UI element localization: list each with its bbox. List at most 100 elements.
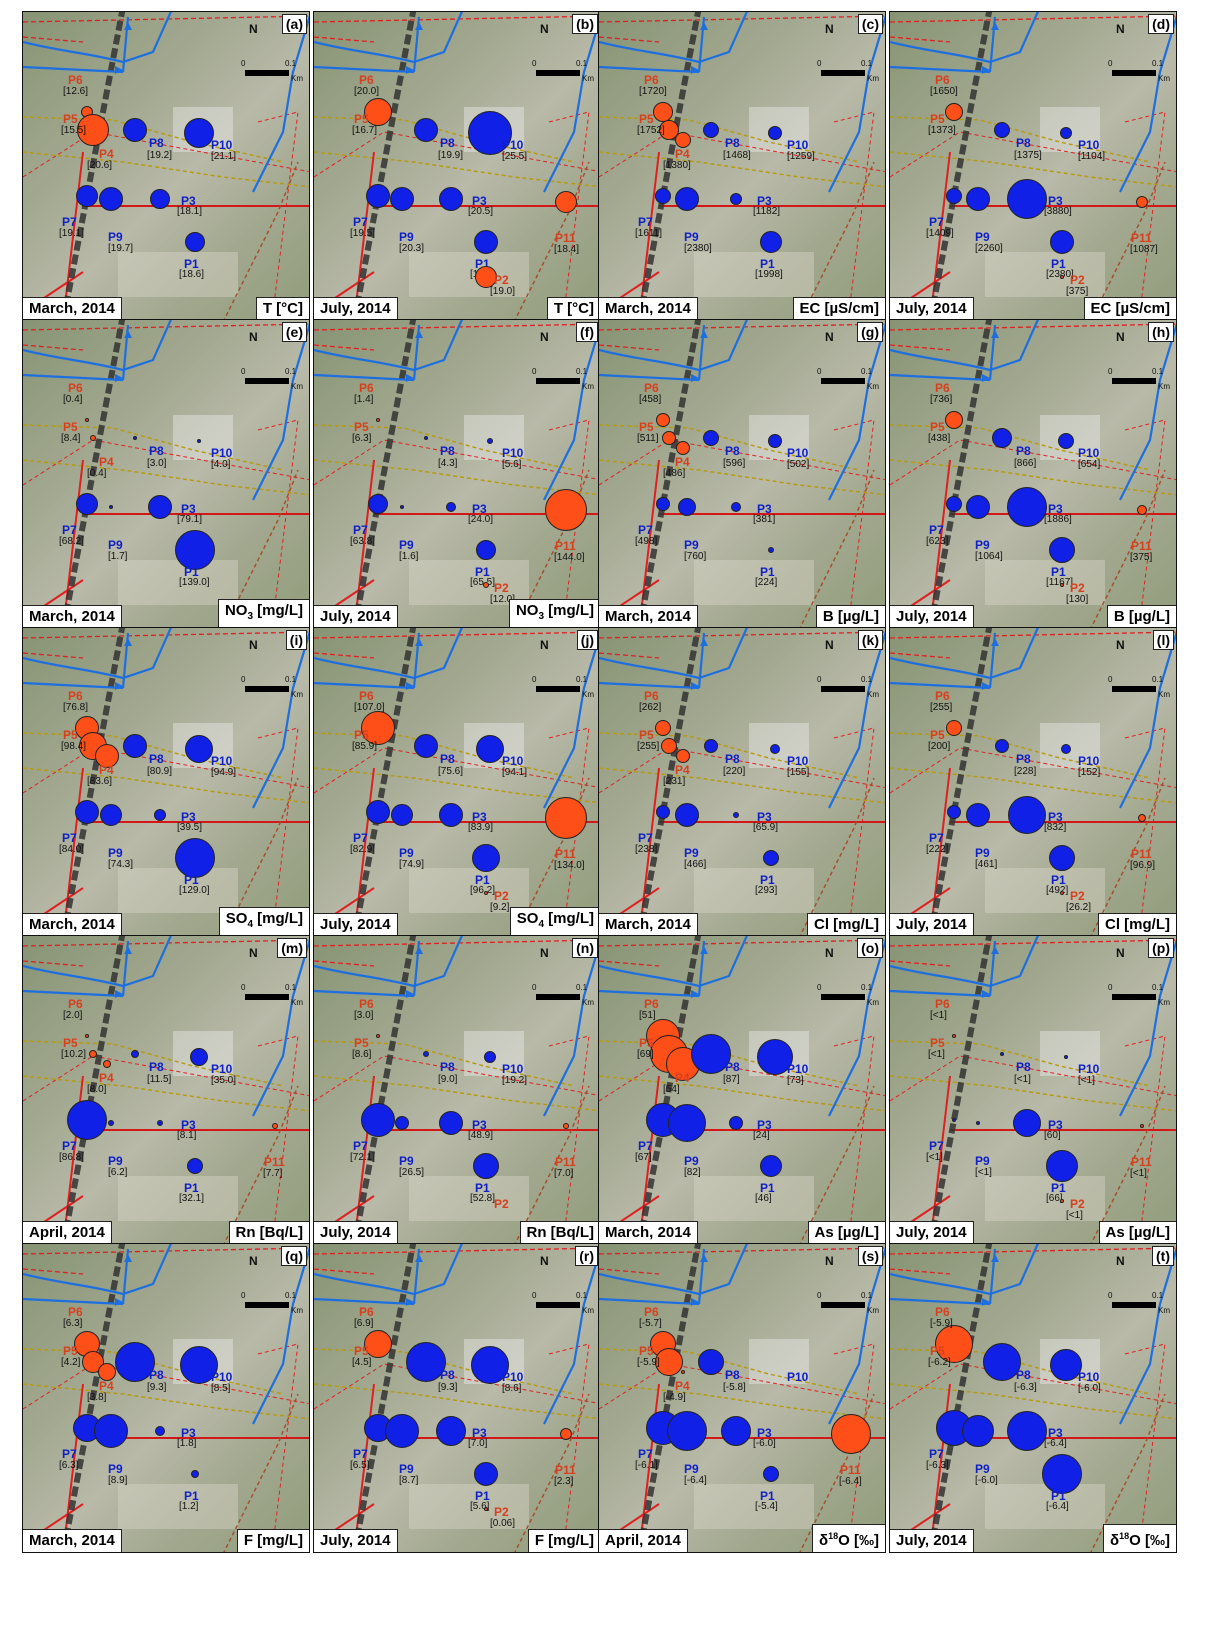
well-label: P1 — [184, 873, 199, 887]
well-label: P1 — [760, 1489, 775, 1503]
well-label: P5 — [930, 728, 945, 742]
well-value: [-6.0] — [975, 1475, 998, 1486]
well-label: P8 — [725, 444, 740, 458]
well-label: P11 — [1131, 847, 1152, 861]
well-value: [596] — [723, 458, 746, 469]
well-label: P8 — [440, 752, 455, 766]
well-marker — [391, 804, 413, 826]
well-label: P2 — [494, 1197, 509, 1211]
well-marker — [123, 734, 147, 758]
well-value: [375] — [1130, 552, 1153, 563]
well-marker — [768, 126, 782, 140]
panel-date: July, 2014 — [314, 605, 398, 628]
well-marker — [175, 838, 215, 878]
scale-bar — [1112, 686, 1156, 692]
well-label: P7 — [353, 1139, 368, 1153]
panel-tag: (h) — [1148, 322, 1174, 342]
well-marker — [361, 711, 395, 745]
map-base — [890, 936, 1176, 1244]
scale-zero-label: 0 — [817, 1291, 822, 1300]
well-value: [1998] — [755, 269, 783, 280]
well-value: [19.5] — [350, 228, 376, 239]
well-marker — [770, 744, 780, 754]
well-label: P3 — [1048, 810, 1063, 824]
well-value: [-6.4] — [1046, 1501, 1069, 1512]
well-label: P9 — [975, 1462, 990, 1476]
well-value: [1.4] — [354, 394, 374, 405]
well-value: [<1] — [928, 1049, 945, 1060]
well-label: P9 — [684, 1154, 699, 1168]
well-marker — [946, 188, 962, 204]
scale-bar — [536, 994, 580, 1000]
well-value: [2260] — [975, 243, 1003, 254]
well-marker — [1064, 1055, 1068, 1059]
well-label: P7 — [353, 1447, 368, 1461]
well-label: P6 — [68, 1305, 83, 1319]
well-marker — [446, 502, 456, 512]
well-value: [16.7] — [352, 125, 378, 136]
well-label: P9 — [108, 1154, 123, 1168]
north-arrow-icon: N — [249, 1254, 258, 1268]
scale-unit-label: Km — [291, 1306, 303, 1315]
well-label: P9 — [108, 230, 123, 244]
well-label: P2 — [1070, 273, 1085, 287]
well-value: [20.5] — [468, 206, 494, 217]
well-value: [466] — [684, 859, 707, 870]
scale-zero-label: 0 — [1108, 1291, 1113, 1300]
panel-parameter: As [µg/L] — [1098, 1221, 1176, 1244]
well-value: [7.0] — [468, 1438, 488, 1449]
well-label: P5 — [639, 112, 654, 126]
map-base — [23, 12, 309, 320]
map-base — [314, 12, 600, 320]
scale-bar — [821, 378, 865, 384]
map-panel: N 0 0.1 Km P6 [1.4] P5 [6.3] P8 [4.3] P10 [5.6] P7 [6… — [313, 319, 601, 629]
well-value: [74.3] — [108, 859, 134, 870]
well-value: [8.9] — [108, 1475, 128, 1486]
well-label: P6 — [359, 689, 374, 703]
well-marker — [89, 1050, 97, 1058]
well-marker — [995, 739, 1009, 753]
well-marker — [675, 132, 691, 148]
scale-tick-label: 0.1 — [861, 367, 873, 376]
well-value: [492] — [1046, 885, 1069, 896]
well-value: [24] — [753, 1130, 770, 1141]
well-marker — [656, 805, 670, 819]
well-label: P8 — [1016, 1368, 1031, 1382]
well-marker — [180, 1346, 218, 1384]
panel-tag: (r) — [575, 1246, 598, 1266]
well-marker — [966, 803, 990, 827]
map-base — [599, 936, 885, 1244]
well-marker — [1060, 1199, 1064, 1203]
well-marker — [945, 411, 963, 429]
well-value: [-5.9] — [637, 1357, 660, 1368]
well-label: P1 — [1051, 873, 1066, 887]
well-marker — [661, 738, 677, 754]
well-value: [<1] — [1014, 1074, 1031, 1085]
well-value: [65.5] — [470, 578, 495, 588]
well-label: P9 — [684, 846, 699, 860]
panel-date: July, 2014 — [314, 913, 398, 936]
well-value: [18.4] — [554, 244, 580, 255]
well-marker — [76, 185, 98, 207]
panel-date: March, 2014 — [23, 1529, 122, 1552]
panel-date: March, 2014 — [599, 1221, 698, 1244]
well-marker — [400, 505, 404, 509]
well-marker — [439, 803, 463, 827]
well-marker — [1050, 230, 1074, 254]
well-value: [1.2] — [179, 1501, 199, 1512]
well-value: [6.3] — [352, 433, 372, 444]
well-label: P10 — [502, 1062, 524, 1076]
well-value: [51] — [639, 1010, 656, 1021]
scale-zero-label: 0 — [532, 59, 537, 68]
map-panel: N 0 0.1 Km P6 [3.0] P5 [8.6] P8 [9.0] P10 [19.2] P7[… — [313, 935, 601, 1245]
well-value: [1167] — [1046, 577, 1074, 588]
well-marker — [406, 1342, 446, 1382]
well-value: [0.06] — [490, 1518, 516, 1529]
well-marker — [423, 1051, 429, 1057]
well-value: [2.0] — [63, 1010, 83, 1021]
well-marker — [85, 1034, 89, 1038]
well-label: P10 — [787, 138, 809, 152]
well-marker — [698, 1349, 724, 1375]
well-label: P1 — [1051, 1181, 1066, 1195]
well-marker — [757, 1039, 793, 1075]
